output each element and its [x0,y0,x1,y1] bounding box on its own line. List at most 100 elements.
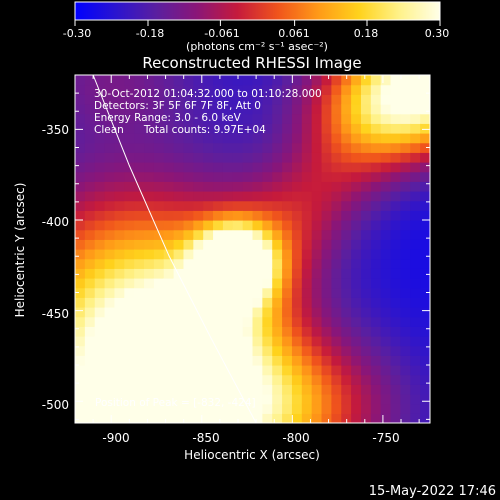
heatmap-cell [282,374,293,385]
heatmap-cell [351,413,362,423]
heatmap-cell [380,171,392,182]
heatmap-cell [213,365,224,376]
heatmap-cell [144,200,155,211]
heatmap-cell [134,210,145,221]
heatmap-cell [370,249,382,260]
heatmap-cell [242,307,254,318]
heatmap-cell [311,229,323,240]
heatmap-cell [360,249,372,260]
heatmap-cell [420,365,430,376]
heatmap-cell [301,268,313,279]
heatmap-cell [193,384,204,395]
heatmap-cell [232,345,244,356]
heatmap-cell [124,200,135,211]
heatmap-cell [410,142,421,153]
heatmap-cell [183,326,194,337]
heatmap-cell [301,133,313,144]
heatmap-cell [104,94,116,105]
heatmap-cell [104,336,116,347]
heatmap-cell [360,220,372,231]
heatmap-cell [341,94,352,105]
heatmap-cell [262,413,273,423]
heatmap-cell [232,229,244,240]
heatmap-cell [400,220,411,231]
heatmap-cell [203,94,214,105]
colorbar-tick-label: -0.061 [204,27,239,40]
heatmap-cell [380,403,392,414]
heatmap-cell [183,104,194,115]
heatmap-cell [94,162,106,173]
heatmap-cell [370,258,382,269]
heatmap-cell [252,297,263,308]
heatmap-cell [420,162,430,173]
heatmap-cell [420,278,430,289]
heatmap-cell [213,171,224,182]
heatmap-cell [262,239,273,250]
heatmap-cell [144,171,155,182]
heatmap-cell [94,133,106,144]
heatmap-cell [272,316,283,327]
heatmap-cell [94,326,106,337]
heatmap-cell [360,394,372,405]
heatmap-cell [262,229,273,240]
heatmap-cell [163,355,175,366]
heatmap-cell [183,355,194,366]
heatmap-cell [134,239,145,250]
heatmap-cell [331,326,342,337]
heatmap-cell [104,123,116,134]
heatmap-cell [370,403,382,414]
heatmap-cell [213,162,224,173]
heatmap-cell [380,374,392,385]
heatmap-cell [311,94,323,105]
heatmap-cell [183,403,194,414]
heatmap-cell [134,200,145,211]
y-tick-label: -450 [42,307,69,321]
heatmap-cell [341,191,352,202]
heatmap-cell [124,113,135,124]
heatmap-cell [291,278,303,289]
heatmap-cell [370,365,382,376]
heatmap-cell [203,104,214,115]
heatmap-cell [104,200,116,211]
heatmap-cell [380,181,392,192]
heatmap-cell [282,75,293,86]
heatmap-cell [321,200,332,211]
heatmap-cell [311,113,323,124]
heatmap-cell [282,162,293,173]
heatmap-cell [144,394,155,405]
plot-frame [74,74,431,424]
heatmap-cell [360,104,372,115]
heatmap-cell [203,75,214,86]
heatmap-cell [222,336,234,347]
heatmap-cell [213,278,224,289]
heatmap-cell [84,191,96,202]
heatmap-cell [193,287,204,298]
heatmap-cell [341,307,352,318]
heatmap-cell [163,162,175,173]
heatmap-cell [321,75,332,86]
heatmap-cell [153,326,165,337]
heatmap-cell [193,239,204,250]
heatmap-cell [252,162,263,173]
heatmap-cell [321,384,332,395]
heatmap-cell [282,152,293,163]
heatmap-cell [144,229,155,240]
heatmap-cell [75,200,86,211]
heatmap-cell [272,133,283,144]
heatmap-cell [94,104,106,115]
heatmap-cell [242,123,254,134]
heatmap-cell [311,162,323,173]
heatmap-cell [262,278,273,289]
heatmap-cell [84,403,96,414]
heatmap-cell [311,268,323,279]
heatmap-cell [134,413,145,423]
heatmap-cell [213,326,224,337]
heatmap-cell [193,365,204,376]
heatmap-cell [104,345,116,356]
heatmap-cell [291,133,303,144]
heatmap-cell [173,113,185,124]
heatmap-cell [420,113,430,124]
heatmap-cell [311,374,323,385]
heatmap-cell [84,345,96,356]
